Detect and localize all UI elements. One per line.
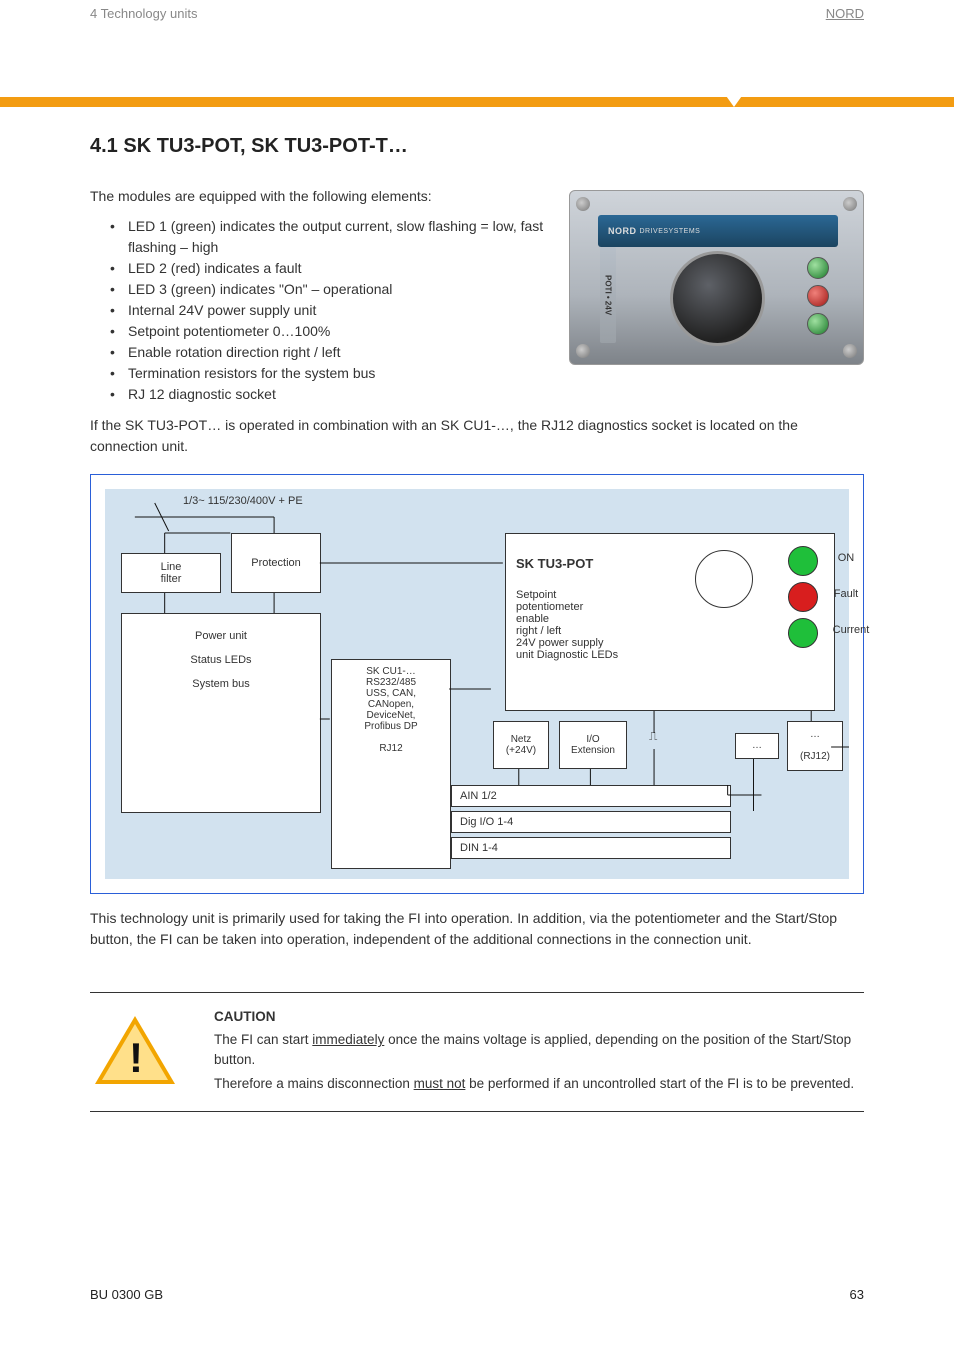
footer-left: BU 0300 GB	[90, 1287, 163, 1302]
netz-box: Netz (+24V)	[493, 721, 549, 769]
list-item: RJ 12 diagnostic socket	[100, 384, 864, 405]
after-paragraph: This technology unit is primarily used f…	[90, 908, 864, 950]
line-filter-box: Line filter	[121, 553, 221, 593]
pulse-icon: ⎍	[649, 729, 657, 744]
caution-block: ! CAUTION The FI can start immediately o…	[90, 992, 864, 1112]
protection-box: Protection	[231, 533, 321, 593]
ioe-box: I/O Extension	[559, 721, 627, 769]
footer-right: 63	[850, 1287, 864, 1302]
caution-line-1: The FI can start immediately once the ma…	[214, 1030, 864, 1069]
header-left: 4 Technology units	[90, 6, 197, 21]
fault-label: Fault	[824, 588, 868, 600]
potentiometer-icon	[695, 550, 753, 608]
list-item: Internal 24V power supply unit	[100, 300, 864, 321]
block-diagram: 1/3~ 115/230/400V + PE Line filter Prote…	[90, 474, 864, 894]
section-title: 4.1 SK TU3-POT, SK TU3-POT-T…	[90, 135, 864, 158]
rj12-box: … (RJ12)	[787, 721, 843, 771]
din-row: DIN 1-4	[451, 837, 731, 859]
orange-divider	[0, 97, 954, 107]
list-item: LED 3 (green) indicates "On" – operation…	[100, 279, 864, 300]
digio-row: Dig I/O 1-4	[451, 811, 731, 833]
extra-box: …	[735, 733, 779, 759]
current-led-icon	[788, 618, 818, 648]
power-unit-box: Power unit Status LEDs System bus	[121, 613, 321, 813]
caution-title: CAUTION	[214, 1007, 864, 1027]
list-item: Enable rotation direction right / left	[100, 342, 864, 363]
fault-led-icon	[788, 582, 818, 612]
list-item: LED 1 (green) indicates the output curre…	[100, 216, 864, 258]
uline-1: immediately	[312, 1032, 384, 1047]
caution-line-2: Therefore a mains disconnection must not…	[214, 1074, 864, 1094]
mid-paragraph: If the SK TU3-POT… is operated in combin…	[90, 415, 864, 456]
page-footer: BU 0300 GB 63	[90, 1287, 864, 1302]
current-label: Current	[824, 624, 878, 636]
list-item: LED 2 (red) indicates a fault	[100, 258, 864, 279]
feature-list: LED 1 (green) indicates the output curre…	[100, 216, 864, 405]
power-label: 1/3~ 115/230/400V + PE	[183, 495, 303, 507]
sk-cu1-box: SK CU1-… RS232/485 USS, CAN, CANopen, De…	[331, 659, 451, 869]
on-label: ON	[824, 552, 868, 564]
header-right: NORD	[826, 6, 864, 21]
list-item: Termination resistors for the system bus	[100, 363, 864, 384]
on-led-icon	[788, 546, 818, 576]
uline-2: must not	[414, 1076, 466, 1091]
caution-icon: !	[90, 1003, 180, 1097]
page-header: 4 Technology units NORD	[0, 0, 954, 27]
list-item: Setpoint potentiometer 0…100%	[100, 321, 864, 342]
ain-row: AIN 1/2	[451, 785, 731, 807]
tu3pot-title: SK TU3-POT	[516, 556, 695, 571]
tu3pot-desc: Setpoint potentiometer enable right / le…	[516, 589, 695, 661]
